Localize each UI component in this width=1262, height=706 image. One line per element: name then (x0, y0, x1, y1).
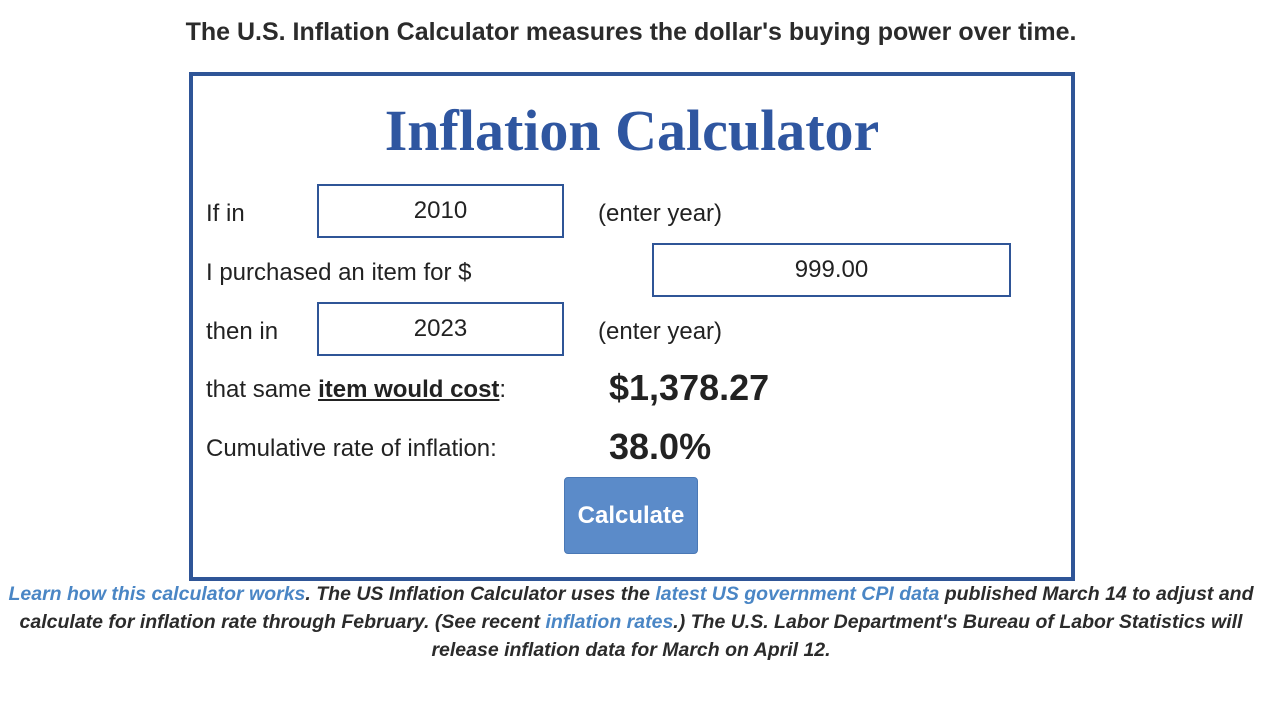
inflation-calculator-panel: Inflation Calculator If in (enter year) … (189, 72, 1075, 581)
end-year-label: then in (206, 318, 279, 345)
calculator-title: Inflation Calculator (384, 98, 880, 163)
footer-text-2: published March 14 to adjust and calcula… (19, 583, 1254, 633)
inflation-rates-link[interactable]: inflation rates (545, 611, 674, 633)
footer-note: Learn how this calculator works. The US … (8, 580, 1254, 664)
inflation-rate-result: 38.0% (609, 426, 712, 467)
start-year-input[interactable] (317, 184, 564, 238)
cpi-data-link[interactable]: latest US government CPI data (655, 583, 940, 605)
end-year-input[interactable] (317, 302, 564, 356)
start-year-label: If in (206, 200, 245, 227)
inflation-rate-label: Cumulative rate of inflation: (206, 435, 497, 462)
footer-text-1: . The US Inflation Calculator uses the (305, 583, 656, 605)
amount-label: I purchased an item for $ (206, 259, 472, 286)
cost-result: $1,378.27 (609, 367, 770, 408)
end-year-hint: (enter year) (598, 318, 723, 345)
cost-label-prefix: that same (206, 376, 319, 403)
learn-how-link[interactable]: Learn how this calculator works (8, 583, 306, 605)
cost-label: that same item would cost: (206, 375, 506, 405)
cost-label-suffix: : (499, 376, 507, 403)
calculate-button[interactable]: Calculate (564, 477, 698, 554)
start-year-hint: (enter year) (598, 200, 723, 227)
amount-input[interactable] (652, 243, 1011, 297)
footer-text-3: .) The U.S. Labor Department's Bureau of… (431, 611, 1243, 661)
cost-label-emphasis: item would cost (318, 376, 500, 403)
page-tagline: The U.S. Inflation Calculator measures t… (185, 18, 1077, 46)
